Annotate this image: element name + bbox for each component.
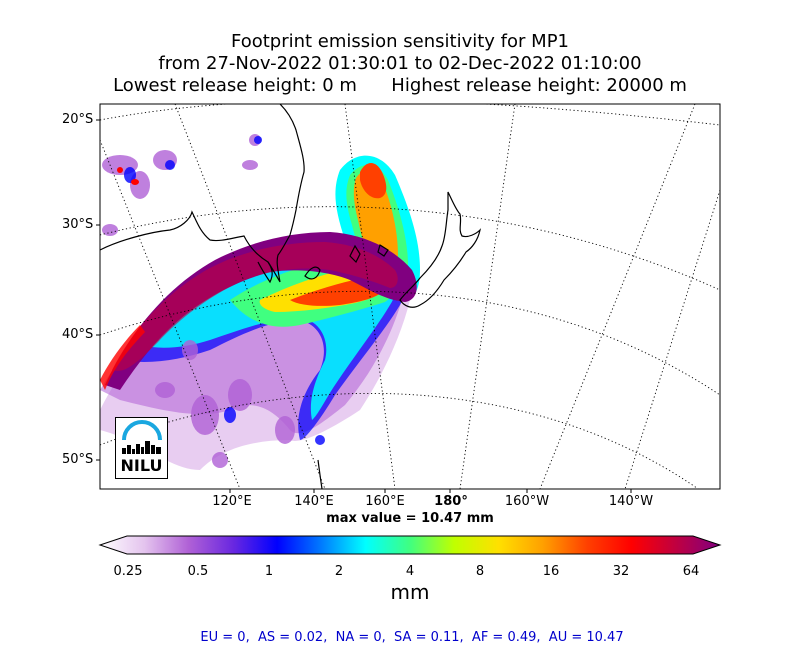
colorbar-tick: 4 (405, 564, 415, 579)
nilu-logo-mark (122, 420, 162, 454)
coastlines (100, 104, 481, 489)
nilu-logo: NILU (115, 417, 168, 479)
sensitivity-field (100, 134, 420, 470)
lat-label-50s: 50°S (62, 452, 94, 467)
colorbar-tick: 1 (264, 564, 274, 579)
max-value-label: max value = 10.47 mm (326, 511, 494, 526)
chart-title: Footprint emission sensitivity for MP1 (230, 31, 569, 52)
chart-subtitle-period: from 27-Nov-2022 01:30:01 to 02-Dec-2022… (158, 53, 642, 74)
colorbar-tick: 64 (682, 564, 700, 579)
colorbar-tick: 2 (334, 564, 344, 579)
colorbar-tick: 16 (542, 564, 560, 579)
graticule (100, 104, 720, 489)
chart-subtitle-heights: Lowest release height: 0 m Highest relea… (113, 75, 687, 96)
axis-ticks (96, 119, 632, 493)
lon-label-160e: 160°E (365, 494, 405, 509)
colorbar-tick: 8 (475, 564, 485, 579)
lon-label-120e: 120°E (212, 494, 252, 509)
lat-label-40s: 40°S (62, 327, 94, 342)
lon-label-140w: 140°W (608, 494, 654, 509)
lon-label-180: 180° (434, 494, 468, 509)
lat-label-30s: 30°S (62, 217, 94, 232)
colorbar-tick: 0.25 (113, 564, 143, 579)
nilu-logo-text: NILU (120, 456, 163, 475)
colorbar-tick: 0.5 (187, 564, 209, 579)
lon-label-160w: 160°W (504, 494, 550, 509)
colorbar-tick: 32 (612, 564, 630, 579)
lat-label-20s: 20°S (62, 112, 94, 127)
map-frame (99, 103, 721, 490)
region-totals: EU = 0, AS = 0.02, NA = 0, SA = 0.11, AF… (200, 630, 624, 645)
colorbar-unit: mm (390, 580, 430, 604)
lon-label-140e: 140°E (294, 494, 334, 509)
